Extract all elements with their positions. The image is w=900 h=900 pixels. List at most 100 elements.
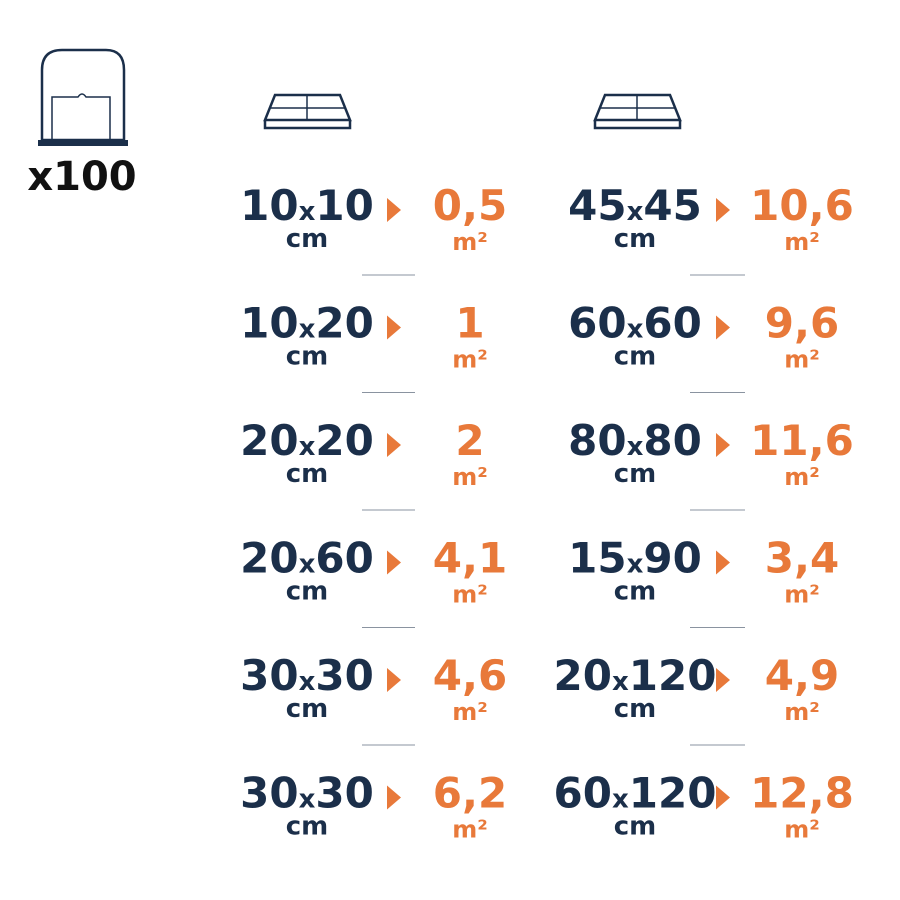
size-separator: x [299,550,316,580]
size-separator: x [299,432,316,462]
bag-icon [38,48,128,146]
area-unit: m² [452,581,488,609]
size-separator: x [627,550,644,580]
tile-icon [593,93,682,130]
size-width: 20 [240,534,298,583]
arrow [716,785,730,810]
size-width: 10 [240,181,298,230]
size-separator: x [299,315,316,345]
tile-size: 20x60 [240,534,374,583]
arrow [716,550,730,575]
size-separator: x [299,197,316,227]
arrow [387,550,401,575]
size-height: 30 [315,651,373,700]
area-unit: m² [784,228,820,256]
tile-size: 30x30 [240,769,374,818]
area-unit: m² [784,463,820,491]
size-separator: x [612,667,629,697]
size-height: 80 [643,416,701,465]
size-unit: cm [286,342,329,372]
size-unit: cm [286,459,329,489]
arrow [716,198,730,222]
size-height: 20 [315,416,373,465]
area-value: 0,5 [433,181,507,230]
size-separator: x [627,315,644,345]
size-width: 80 [568,416,626,465]
size-unit: cm [614,459,657,489]
arrow [387,668,401,692]
arrow [387,315,401,340]
size-height: 30 [315,769,373,818]
area-unit: m² [452,698,488,726]
size-separator: x [612,785,629,815]
tile-size: 30x30 [240,651,374,700]
area-unit: m² [784,816,820,844]
size-unit: cm [614,577,657,607]
area-value: 4,1 [433,534,507,583]
size-unit: cm [286,812,329,842]
size-unit: cm [614,812,657,842]
size-width: 30 [240,769,298,818]
size-width: 20 [554,651,612,700]
tile-size: 10x20 [240,299,374,348]
bag-count: x100 [27,154,136,200]
size-separator: x [299,667,316,697]
tile-icon [263,93,352,130]
size-height: 20 [315,299,373,348]
arrow [716,668,730,692]
tile-size: 20x120 [554,651,717,700]
size-unit: cm [286,224,329,254]
size-width: 45 [568,181,626,230]
area-value: 2 [455,416,484,465]
size-width: 15 [568,534,626,583]
area-value: 4,9 [765,651,839,700]
size-height: 90 [643,534,701,583]
tile-size: 45x45 [568,181,702,230]
area-unit: m² [452,228,488,256]
arrow [387,785,401,810]
arrow [716,433,730,457]
size-width: 30 [240,651,298,700]
size-height: 45 [643,181,701,230]
tile-size: 10x10 [240,181,374,230]
tile-size: 80x80 [568,416,702,465]
size-height: 60 [315,534,373,583]
area-value: 11,6 [750,416,854,465]
area-value: 1 [455,299,484,348]
size-width: 60 [568,299,626,348]
area-value: 12,8 [750,769,854,818]
size-unit: cm [286,694,329,724]
size-height: 10 [315,181,373,230]
area-value: 3,4 [765,534,839,583]
tile-size: 60x60 [568,299,702,348]
tile-size: 60x120 [554,769,717,818]
size-separator: x [627,197,644,227]
arrow [387,198,401,222]
area-unit: m² [452,816,488,844]
area-unit: m² [784,346,820,374]
size-height: 60 [643,299,701,348]
size-separator: x [299,785,316,815]
area-value: 9,6 [765,299,839,348]
area-value: 4,6 [433,651,507,700]
size-unit: cm [286,577,329,607]
tile-size: 20x20 [240,416,374,465]
size-width: 20 [240,416,298,465]
size-width: 10 [240,299,298,348]
area-value: 10,6 [750,181,854,230]
area-unit: m² [452,346,488,374]
area-unit: m² [452,463,488,491]
area-unit: m² [784,698,820,726]
arrow [387,433,401,457]
size-unit: cm [614,694,657,724]
arrow [716,315,730,340]
area-value: 6,2 [433,769,507,818]
size-width: 60 [554,769,612,818]
size-height: 120 [629,651,717,700]
size-separator: x [627,432,644,462]
size-unit: cm [614,342,657,372]
size-unit: cm [614,224,657,254]
area-unit: m² [784,581,820,609]
size-height: 120 [629,769,717,818]
